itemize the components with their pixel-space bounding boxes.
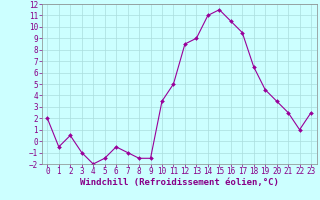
X-axis label: Windchill (Refroidissement éolien,°C): Windchill (Refroidissement éolien,°C) [80, 178, 279, 187]
